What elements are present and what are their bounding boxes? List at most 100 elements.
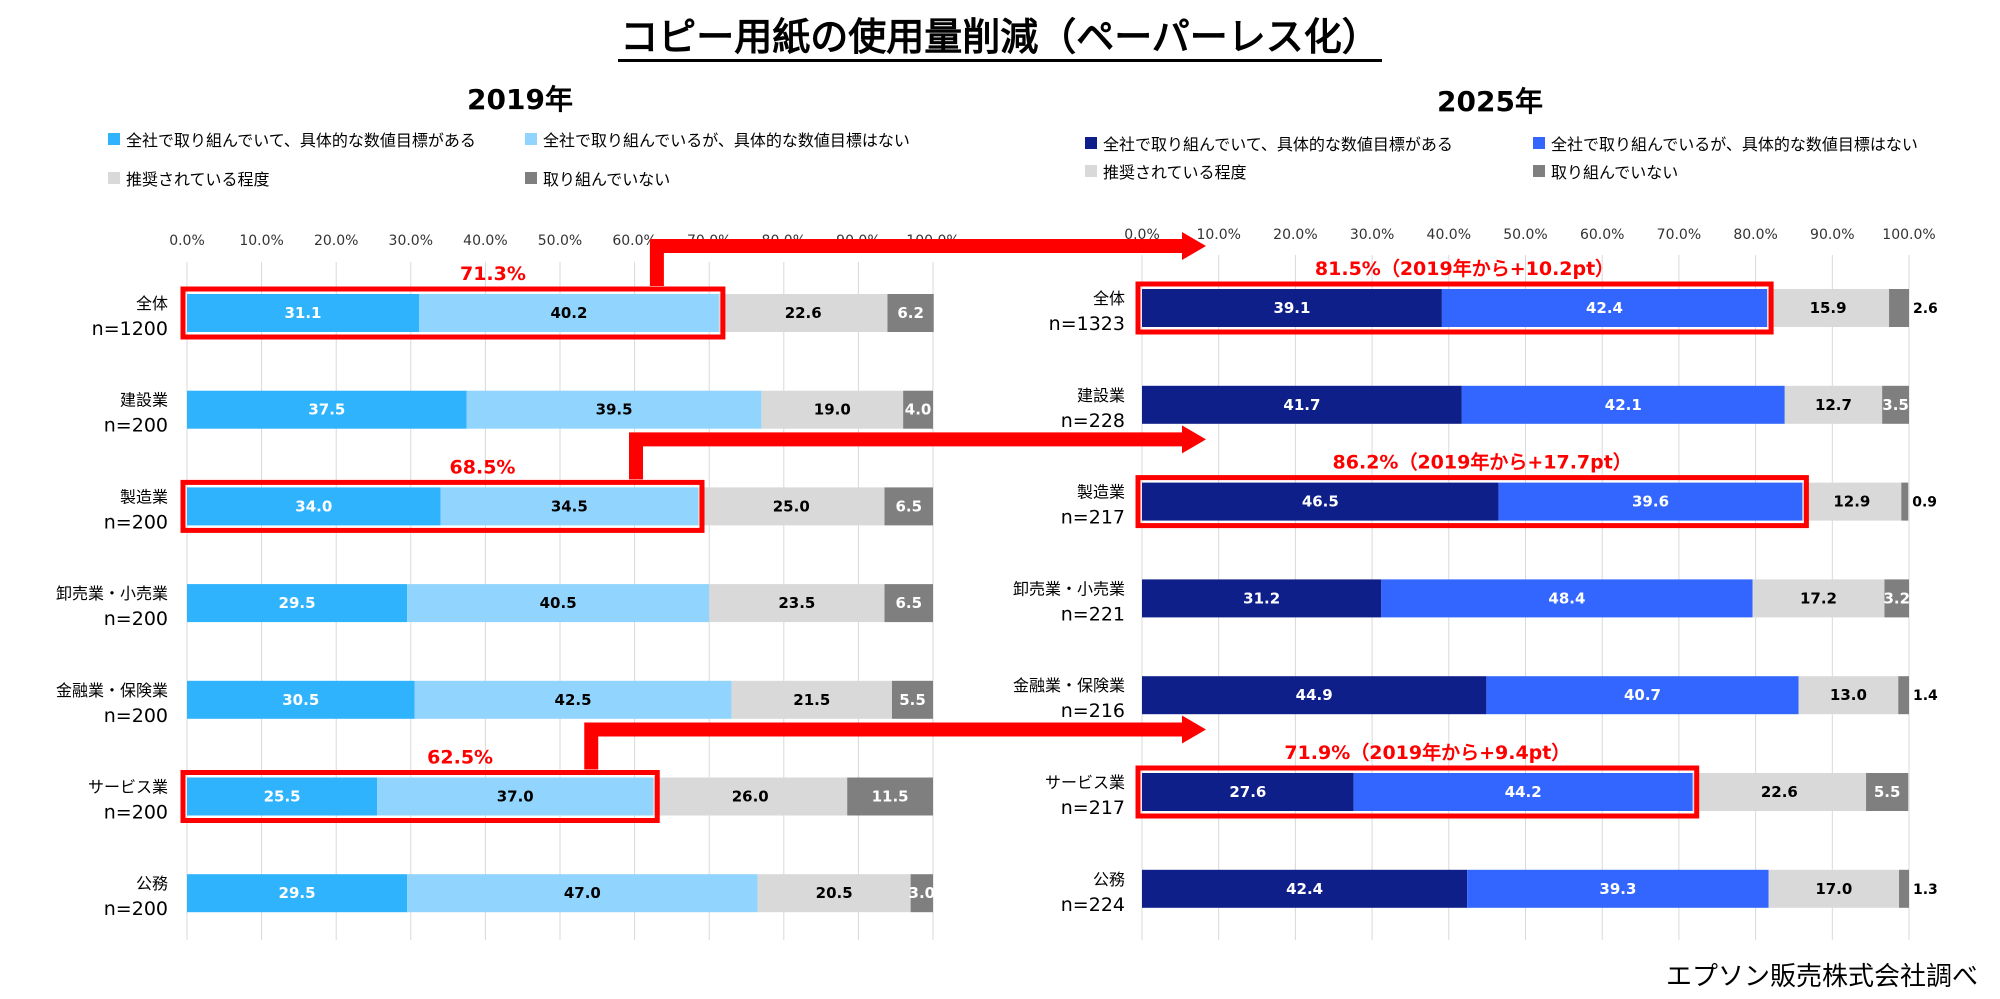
chart-2019-title: 2019年 (467, 83, 573, 116)
bar-segment (419, 294, 719, 332)
data-label: 5.5 (899, 691, 926, 709)
bar-segment (709, 584, 885, 623)
highlight-box (180, 770, 660, 823)
legend-2025-series-2: 全社で取り組んでいるが、具体的な数値目標はない (1533, 131, 1918, 155)
data-label: 21.5 (793, 691, 830, 709)
bar-segment (1353, 773, 1693, 811)
arrow-icon (629, 425, 1206, 480)
data-label: 25.5 (264, 788, 301, 806)
x-tick-label: 40.0% (463, 233, 507, 249)
bar-segment (1142, 482, 1499, 521)
data-label: 40.2 (550, 304, 587, 322)
data-label: 25.0 (773, 497, 810, 515)
sample-size-label: n=200 (104, 415, 168, 437)
legend-swatch (1085, 165, 1097, 177)
sample-size-label: n=200 (104, 898, 168, 920)
legend-label: 取り組んでいない (543, 170, 671, 189)
data-label: 46.5 (1302, 493, 1339, 511)
highlight-box (1135, 281, 1774, 335)
legend-swatch (108, 172, 120, 184)
sample-size-label: n=217 (1061, 797, 1125, 819)
chart-2025: 0.0% 10.0% 20.0% 30.0% 40.0% 50.0% 60.0% 70.0% 8… (1013, 227, 1938, 940)
data-label: 30.5 (282, 691, 319, 709)
legend-swatch (1533, 137, 1545, 149)
x-tick-label: 60.0% (612, 233, 656, 249)
highlight-label: 68.5% (450, 456, 516, 478)
bar-segment (1866, 773, 1909, 811)
data-label: 39.6 (1632, 493, 1669, 511)
legend-swatch (525, 172, 537, 184)
x-tick-label: 80.0% (1733, 227, 1777, 243)
data-label: 6.5 (895, 497, 922, 515)
bar-segment (1441, 289, 1768, 327)
legend-label: 推奨されている程度 (126, 170, 270, 189)
category-label: 建設業 (1077, 386, 1125, 405)
data-label: 17.0 (1815, 880, 1852, 898)
data-label: 29.5 (279, 884, 316, 902)
data-label: 11.5 (872, 788, 909, 806)
data-label: 0.9 (1912, 495, 1937, 511)
data-label: 26.0 (732, 788, 769, 806)
highlight-box (1135, 765, 1700, 819)
sample-size-label: n=200 (104, 705, 168, 727)
category-label: 建設業 (120, 391, 168, 410)
x-tick-label: 50.0% (1503, 227, 1547, 243)
data-label: 4.0 (905, 401, 932, 419)
sample-size-label: n=216 (1061, 700, 1125, 722)
bar-segment (1142, 676, 1487, 715)
category-label: 全体 (136, 294, 168, 313)
chart-2019: 0.0%10.0%20.0%30.0%40.0%50.0%60.0%70.0%8… (56, 233, 960, 940)
bar-segment (1798, 676, 1899, 715)
legend-2019-series-4: 取り組んでいない (525, 166, 670, 190)
data-label: 20.5 (816, 884, 853, 902)
bar-segment (757, 874, 911, 913)
bar-segment (884, 487, 933, 526)
bar-segment (440, 487, 699, 526)
data-label: 31.2 (1243, 589, 1280, 607)
bar-segment (1884, 579, 1909, 618)
data-label: 31.1 (284, 304, 321, 322)
category-label: 金融業・保険業 (1013, 676, 1125, 695)
data-label: 37.5 (308, 401, 345, 419)
category-label: 製造業 (1077, 483, 1125, 502)
bar-segment (1467, 869, 1769, 908)
legend-swatch (1533, 165, 1545, 177)
bar-segment (1142, 773, 1354, 811)
legend-label: 全社で取り組んでいて、具体的な数値目標がある (126, 131, 476, 150)
highlight-box (1135, 475, 1809, 529)
bar-segment (1498, 482, 1803, 521)
bar-segment (407, 874, 758, 913)
legend-label: 全社で取り組んでいて、具体的な数値目標がある (1103, 135, 1453, 154)
data-label: 44.2 (1505, 783, 1542, 801)
bar-segment (1899, 869, 1909, 908)
bar-segment (1142, 869, 1468, 908)
highlight-label: 71.9%（2019年から+9.4pt） (1284, 741, 1570, 764)
data-label: 1.3 (1913, 882, 1938, 898)
page-title: コピー用紙の使用量削減（ペーパーレス化） (0, 6, 2000, 62)
x-tick-label: 20.0% (1273, 227, 1317, 243)
data-label: 48.4 (1548, 589, 1585, 607)
bar-segment (187, 584, 408, 623)
category-label: 卸売業・小売業 (56, 584, 168, 603)
bar-segment (891, 680, 933, 719)
x-tick-label: 0.0% (169, 233, 205, 249)
bar-segment (414, 680, 732, 719)
sample-size-label: n=200 (104, 802, 168, 824)
legend-2019-series-3: 推奨されている程度 (108, 166, 270, 190)
bar-segment (1142, 385, 1462, 424)
x-tick-label: 40.0% (1427, 227, 1471, 243)
bar-segment (718, 294, 888, 332)
bar-segment (1692, 773, 1867, 811)
bar-segment (187, 680, 415, 719)
x-tick-label: 90.0% (1810, 227, 1854, 243)
chart-2025-title: 2025年 (1437, 85, 1543, 118)
legend-2019-series-1: 全社で取り組んでいて、具体的な数値目標がある (108, 127, 476, 151)
data-label: 39.1 (1273, 299, 1310, 317)
legend-swatch (1085, 137, 1097, 149)
data-label: 22.6 (1761, 783, 1798, 801)
highlight-label: 62.5% (427, 747, 493, 769)
arrow-icon (649, 232, 1206, 286)
data-label: 37.0 (497, 788, 534, 806)
data-label: 27.6 (1229, 783, 1266, 801)
data-label: 39.5 (596, 401, 633, 419)
